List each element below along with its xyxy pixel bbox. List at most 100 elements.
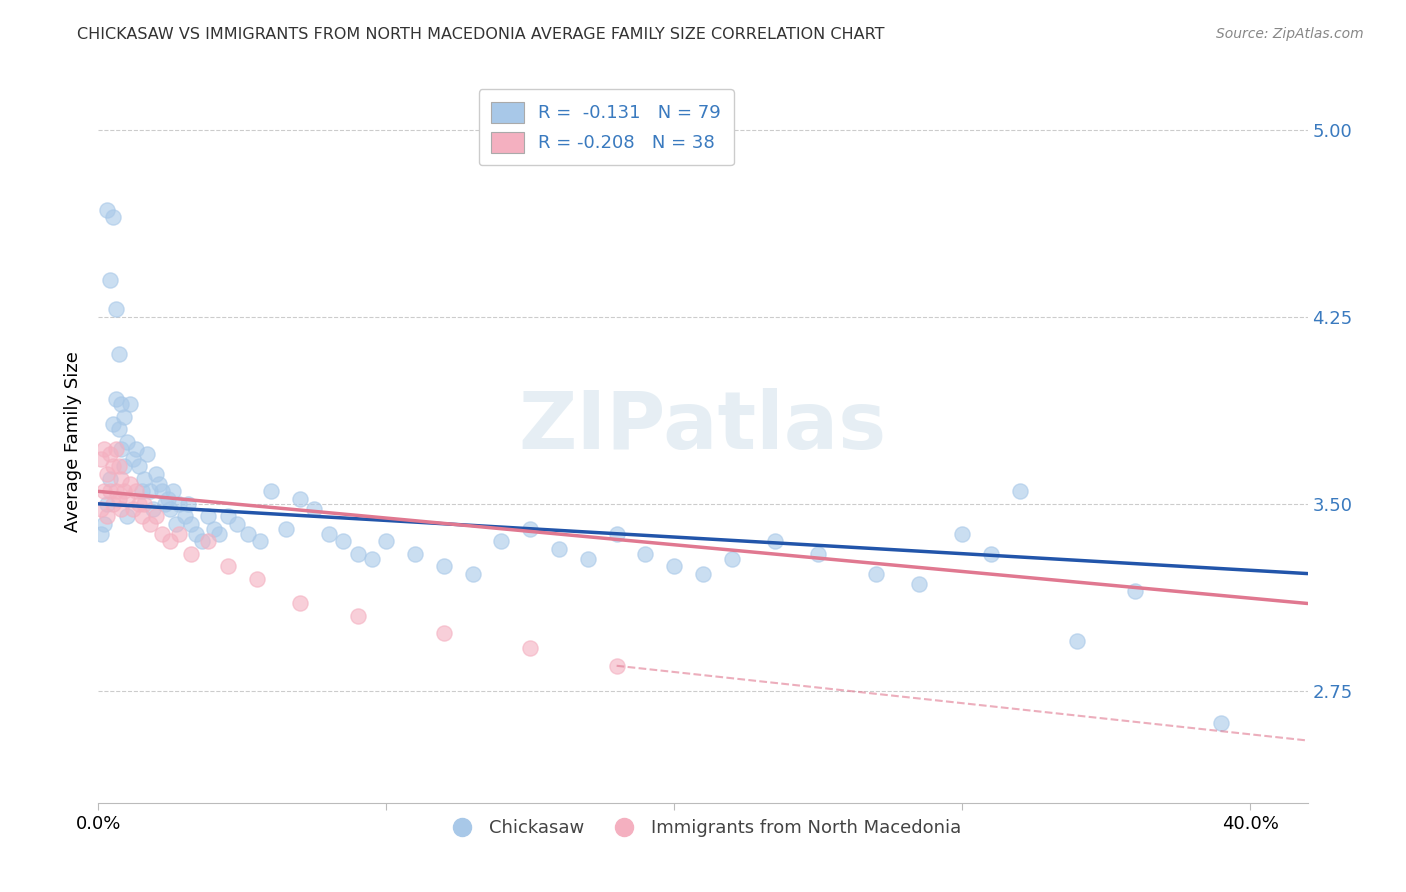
Point xyxy=(180,516,202,531)
Point xyxy=(107,459,129,474)
Point xyxy=(236,526,259,541)
Point xyxy=(98,472,121,486)
Point xyxy=(120,476,142,491)
Point xyxy=(136,447,159,461)
Legend: Chickasaw, Immigrants from North Macedonia: Chickasaw, Immigrants from North Macedon… xyxy=(437,812,969,845)
Point xyxy=(288,491,311,506)
Point xyxy=(1008,484,1031,499)
Point xyxy=(131,509,153,524)
Point xyxy=(249,534,271,549)
Point xyxy=(96,509,118,524)
Point xyxy=(346,547,368,561)
Point xyxy=(217,509,239,524)
Point xyxy=(139,484,162,499)
Point xyxy=(122,452,145,467)
Point xyxy=(128,497,150,511)
Point xyxy=(101,459,124,474)
Point xyxy=(112,409,135,424)
Point xyxy=(112,484,135,499)
Point xyxy=(93,442,115,456)
Point xyxy=(115,509,138,524)
Point xyxy=(112,459,135,474)
Point xyxy=(125,484,148,499)
Point xyxy=(131,484,153,499)
Point xyxy=(692,566,714,581)
Point xyxy=(104,442,127,456)
Point xyxy=(865,566,887,581)
Point xyxy=(134,472,156,486)
Point xyxy=(634,547,657,561)
Point xyxy=(90,526,112,541)
Point xyxy=(96,497,118,511)
Point xyxy=(162,484,184,499)
Point xyxy=(519,522,541,536)
Point xyxy=(763,534,786,549)
Point xyxy=(90,452,112,467)
Point xyxy=(519,641,541,656)
Point xyxy=(107,422,129,436)
Point xyxy=(165,516,187,531)
Point xyxy=(433,626,456,640)
Point xyxy=(96,202,118,217)
Point xyxy=(433,559,456,574)
Point xyxy=(156,491,179,506)
Point xyxy=(304,501,326,516)
Point xyxy=(461,566,484,581)
Point xyxy=(98,272,121,286)
Point xyxy=(318,526,340,541)
Point xyxy=(93,516,115,531)
Text: Source: ZipAtlas.com: Source: ZipAtlas.com xyxy=(1216,27,1364,41)
Point xyxy=(720,551,742,566)
Point xyxy=(1066,633,1088,648)
Text: ZIPatlas: ZIPatlas xyxy=(519,388,887,467)
Point xyxy=(167,497,190,511)
Point xyxy=(173,509,195,524)
Point xyxy=(120,397,142,411)
Point xyxy=(142,501,165,516)
Point xyxy=(96,467,118,481)
Point xyxy=(93,484,115,499)
Point xyxy=(110,442,132,456)
Point xyxy=(104,302,127,317)
Point xyxy=(260,484,283,499)
Point xyxy=(176,497,198,511)
Point xyxy=(110,501,132,516)
Point xyxy=(101,417,124,431)
Point xyxy=(98,484,121,499)
Point xyxy=(180,547,202,561)
Point xyxy=(217,559,239,574)
Point xyxy=(107,347,129,361)
Point xyxy=(139,516,162,531)
Point xyxy=(576,551,599,566)
Point xyxy=(225,516,247,531)
Point xyxy=(104,484,127,499)
Point xyxy=(197,509,219,524)
Point xyxy=(606,658,628,673)
Point xyxy=(90,501,112,516)
Point xyxy=(134,497,156,511)
Point xyxy=(125,442,148,456)
Point xyxy=(491,534,513,549)
Point xyxy=(159,534,181,549)
Point xyxy=(159,501,181,516)
Point xyxy=(153,497,176,511)
Point xyxy=(197,534,219,549)
Point xyxy=(1123,584,1146,599)
Point xyxy=(274,522,297,536)
Point xyxy=(104,392,127,407)
Point xyxy=(101,497,124,511)
Point xyxy=(375,534,398,549)
Point xyxy=(807,547,830,561)
Point xyxy=(110,472,132,486)
Text: CHICKASAW VS IMMIGRANTS FROM NORTH MACEDONIA AVERAGE FAMILY SIZE CORRELATION CHA: CHICKASAW VS IMMIGRANTS FROM NORTH MACED… xyxy=(77,27,884,42)
Point xyxy=(202,522,225,536)
Point xyxy=(1211,716,1233,731)
Point xyxy=(346,609,368,624)
Point xyxy=(404,547,426,561)
Point xyxy=(548,541,571,556)
Point xyxy=(150,484,173,499)
Point xyxy=(332,534,354,549)
Point xyxy=(115,434,138,449)
Point xyxy=(908,576,931,591)
Point xyxy=(107,491,129,506)
